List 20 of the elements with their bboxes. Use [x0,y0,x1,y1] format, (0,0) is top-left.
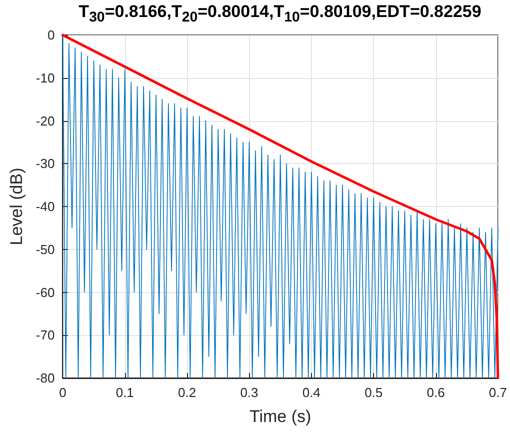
x-tick-label: 0.7 [488,385,508,400]
y-tick-label: 0 [47,28,55,42]
x-tick-label: 0.5 [364,385,383,400]
y-tick-label: -10 [36,70,55,86]
x-tick-label: 0 [59,385,66,400]
y-tick-label: -70 [36,328,55,343]
y-tick-label: -30 [36,156,55,172]
chart-title: T$_{30}$=0.8166,T$_{20}$=0.80014,T$_{10}$=0.80109,EDT=0.82259 [78,2,482,26]
x-tick-label: 0.2 [178,385,196,400]
y-axis-title: Level (dB) [7,168,26,246]
y-tick-label: -20 [36,113,55,128]
y-tick-label: -50 [36,242,55,257]
x-tick-label: 0.4 [302,385,320,400]
x-tick-label: 0.3 [240,385,258,400]
x-tick-label: 0.6 [426,385,445,400]
x-tick-label: 0.1 [116,385,134,400]
y-tick-label: -60 [36,284,55,300]
y-tick-label: -40 [36,199,55,214]
x-axis-title: Time (s) [249,407,312,426]
y-tick-label: -80 [36,370,55,386]
